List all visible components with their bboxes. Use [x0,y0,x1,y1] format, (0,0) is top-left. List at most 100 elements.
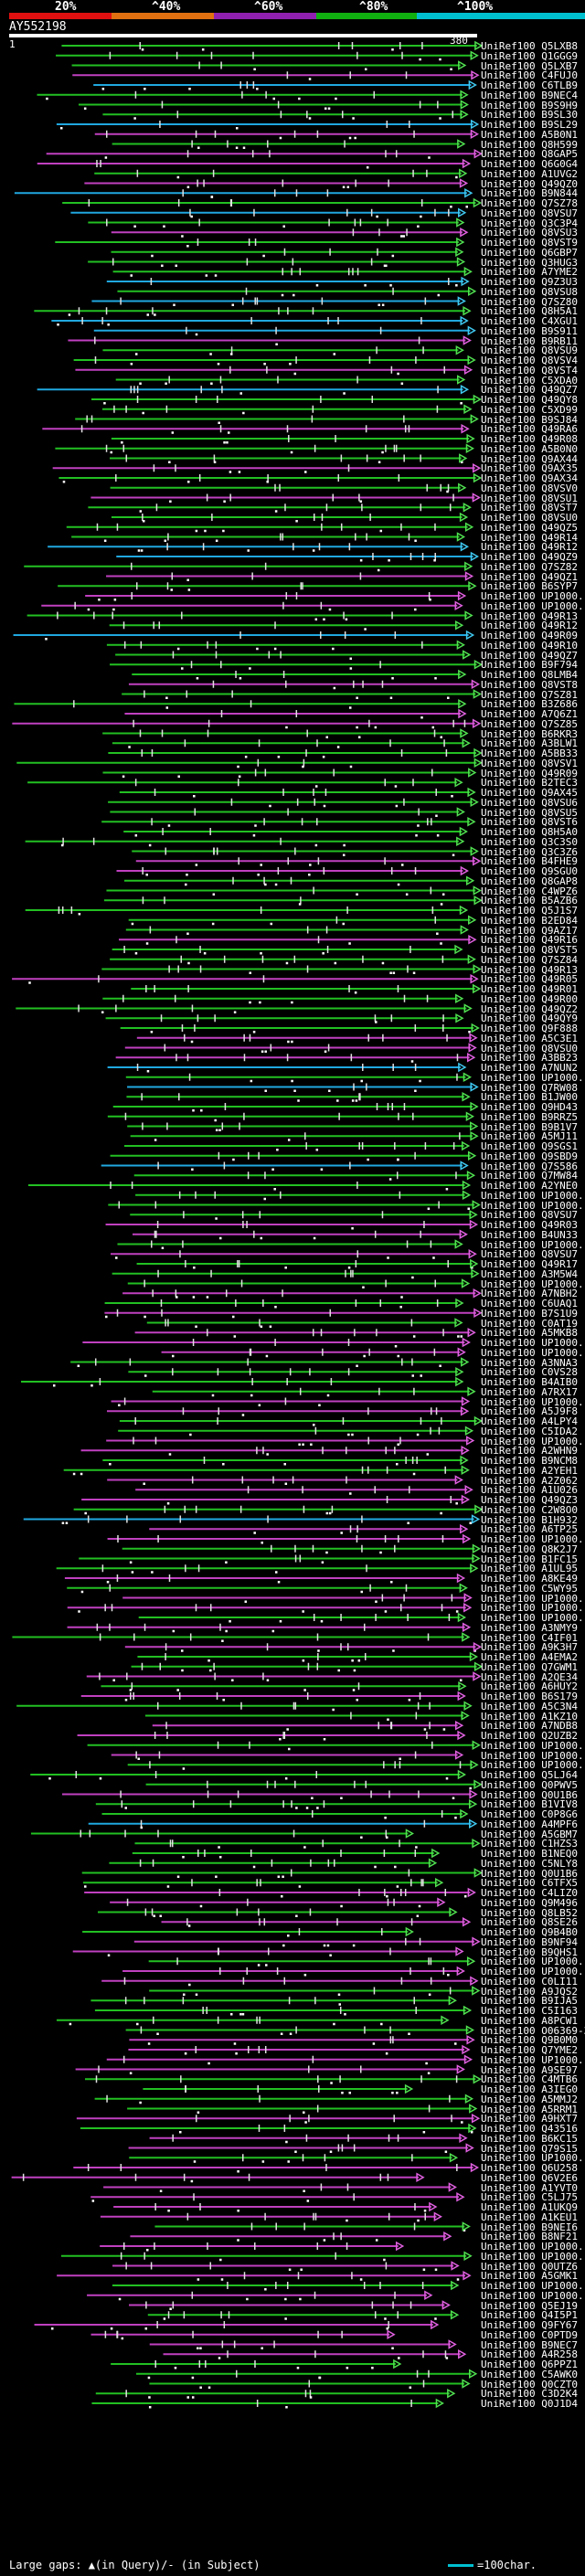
hit-label[interactable]: UniRef100_Q49QZ1 [481,571,578,582]
hit-label[interactable]: UniRef100_Q7SZ84 [481,954,578,965]
hit-label[interactable]: UniRef100_B9RB11 [481,335,578,346]
hit-label[interactable]: UniRef100_Q9SBD9 [481,1150,578,1161]
hit-label[interactable]: UniRef100_Q0U1B6 [481,1789,578,1800]
hit-label[interactable]: UniRef100_Q8VST6 [481,817,578,828]
hit-label[interactable]: UniRef100_Q8VSU8 [481,286,578,297]
hit-label[interactable]: UniRef100_A2Z062 [481,1475,578,1486]
hit-label[interactable]: UniRef100_Q49R08 [481,434,578,444]
hit-label[interactable]: UniRef100_Q5LXB7 [481,60,578,71]
hit-label[interactable]: UniRef100_A2YNE0 [481,1181,578,1191]
hit-label[interactable]: UniRef100_B4FHE9 [481,856,578,867]
hit-label[interactable]: UniRef100_A3M5W4 [481,1268,578,1279]
hit-label[interactable]: UniRef100_B1NEQ0 [481,1849,578,1859]
hit-label[interactable]: UniRef100_Q8H5A1 [481,306,578,317]
hit-label[interactable]: UniRef100_A9JQS2 [481,1986,578,1997]
hit-label[interactable]: UniRef100_Q49R16 [481,935,578,946]
hit-label[interactable]: UniRef100_UP1000... [481,1534,585,1544]
hit-label[interactable]: UniRef100_A3BLW1 [481,738,578,749]
hit-label[interactable]: UniRef100_Q9FY67 [481,2320,578,2330]
hit-label[interactable]: UniRef100_UP1000... [481,1593,585,1604]
hit-label[interactable]: UniRef100_Q49R13 [481,964,578,975]
hit-label[interactable]: UniRef100_Q49R10 [481,640,578,651]
hit-label[interactable]: UniRef100_C4MTB6 [481,2074,578,2085]
hit-label[interactable]: UniRef100_A3NMY9 [481,1622,578,1633]
hit-label[interactable]: UniRef100_A5C3E1 [481,1033,578,1044]
hit-label[interactable]: UniRef100_Q9AX35 [481,463,578,474]
hit-label[interactable]: UniRef100_B2ED84 [481,915,578,926]
hit-label[interactable]: UniRef100_Q8VSU9 [481,345,578,356]
hit-label[interactable]: UniRef100_C5IDA2 [481,1426,578,1436]
hit-label[interactable]: UniRef100_Q8VSU7 [481,207,578,218]
hit-label[interactable]: UniRef100_UP1000... [481,2281,585,2291]
hit-label[interactable]: UniRef100_Q8VST5 [481,945,578,955]
hit-label[interactable]: UniRef100_Q49QZ2 [481,1003,578,1014]
hit-label[interactable]: UniRef100_A2WHN9 [481,1446,578,1457]
hit-label[interactable]: UniRef100_A1KZ10 [481,1711,578,1722]
hit-label[interactable]: UniRef100_Q0U1B6 [481,1868,578,1879]
hit-label[interactable]: UniRef100_A5MJ11 [481,1131,578,1142]
hit-label[interactable]: UniRef100_B8NF21 [481,2231,578,2242]
hit-label[interactable]: UniRef100_A5BB33 [481,748,578,758]
hit-label[interactable]: UniRef100_C1HZS3 [481,1839,578,1850]
hit-label[interactable]: UniRef100_UP1000... [481,1072,585,1083]
hit-label[interactable]: UniRef100_Q49R12 [481,542,578,553]
hit-label[interactable]: UniRef100_A2YEH1 [481,1465,578,1476]
hit-label[interactable]: UniRef100_Q7S586 [481,1161,578,1171]
hit-label[interactable]: UniRef100_A1U026 [481,1485,578,1496]
hit-label[interactable]: UniRef100_C5XDA0 [481,375,578,386]
hit-label[interactable]: UniRef100_A7NUN2 [481,1063,578,1073]
hit-label[interactable]: UniRef100_Q6V2E6 [481,2172,578,2183]
hit-label[interactable]: UniRef100_Q8K2J7 [481,1543,578,1554]
hit-label[interactable]: UniRef100_Q3C3Z6 [481,846,578,857]
hit-label[interactable]: UniRef100_B5AZB6 [481,896,578,906]
hit-label[interactable]: UniRef100_C5WY95 [481,1583,578,1594]
hit-label[interactable]: UniRef100_A7RX17 [481,1386,578,1397]
hit-label[interactable]: UniRef100_Q6U258 [481,2163,578,2173]
hit-label[interactable]: UniRef100_B1JW00 [481,1092,578,1103]
hit-label[interactable]: UniRef100_B1H932 [481,1514,578,1525]
hit-label[interactable]: UniRef100_UP1000... [481,1603,585,1614]
hit-label[interactable]: UniRef100_UP1000... [481,591,585,601]
hit-label[interactable]: UniRef100_C4LIZ0 [481,1888,578,1898]
hit-label[interactable]: UniRef100_B4UN33 [481,1229,578,1240]
hit-label[interactable]: UniRef100_Q8VSV0 [481,482,578,493]
hit-label[interactable]: UniRef100_Q7RW08 [481,1082,578,1093]
hit-label[interactable]: UniRef100_UP1000... [481,2242,585,2252]
hit-label[interactable]: UniRef100_Q8GAP5 [481,149,578,160]
hit-label[interactable]: UniRef100_A1UKQ9 [481,2202,578,2212]
hit-label[interactable]: UniRef100_B9F794 [481,660,578,671]
hit-label[interactable]: UniRef100_B9S911 [481,325,578,336]
hit-label[interactable]: UniRef100_C6TLB9 [481,80,578,90]
hit-label[interactable]: UniRef100_Q49R03 [481,1220,578,1230]
hit-label[interactable]: UniRef100_B1VIV8 [481,1799,578,1810]
hit-label[interactable]: UniRef100_A5J9F8 [481,1406,578,1417]
hit-label[interactable]: UniRef100_Q9AX44 [481,453,578,464]
hit-label[interactable]: UniRef100_UP1000... [481,600,585,611]
hit-label[interactable]: UniRef100_Q9HD43 [481,1102,578,1112]
hit-label[interactable]: UniRef100_A5MMJ2 [481,2094,578,2104]
hit-label[interactable]: UniRef100_A8KE49 [481,1574,578,1584]
hit-label[interactable]: UniRef100_Q9Z3U3 [481,277,578,287]
hit-label[interactable]: UniRef100_UP1000... [481,1760,585,1771]
hit-label[interactable]: UniRef100_B9NEI6 [481,2221,578,2232]
hit-label[interactable]: UniRef100_A5MKB8 [481,1328,578,1339]
hit-label[interactable]: UniRef100_Q8VSU0 [481,1043,578,1054]
hit-label[interactable]: UniRef100_C0VS28 [481,1367,578,1378]
hit-label[interactable]: UniRef100_UP1000... [481,2054,585,2065]
hit-label[interactable]: UniRef100_C0P8G6 [481,1809,578,1819]
hit-label[interactable]: UniRef100_Q8GAP8 [481,875,578,886]
hit-label[interactable]: UniRef100_Q4I5P1 [481,2310,578,2321]
hit-label[interactable]: UniRef100_A7NDB8 [481,1721,578,1732]
hit-label[interactable]: UniRef100_A8PCW1 [481,2015,578,2026]
hit-label[interactable]: UniRef100_Q9SGS1 [481,1141,578,1151]
hit-label[interactable]: UniRef100_A9K3H7 [481,1642,578,1653]
hit-label[interactable]: UniRef100_UP1000... [481,1200,585,1211]
hit-label[interactable]: UniRef100_Q7SZ85 [481,718,578,729]
hit-label[interactable]: UniRef100_Q0CZT0 [481,2379,578,2390]
hit-label[interactable]: UniRef100_Q49QZ9 [481,552,578,562]
hit-label[interactable]: UniRef100_Q49QZ7 [481,385,578,396]
hit-label[interactable]: UniRef100_Q49R17 [481,1259,578,1269]
hit-label[interactable]: UniRef100_C6UAQ1 [481,1299,578,1309]
hit-label[interactable]: UniRef100_UP1000... [481,1338,585,1348]
hit-label[interactable]: UniRef100_UP1000... [481,1278,585,1289]
